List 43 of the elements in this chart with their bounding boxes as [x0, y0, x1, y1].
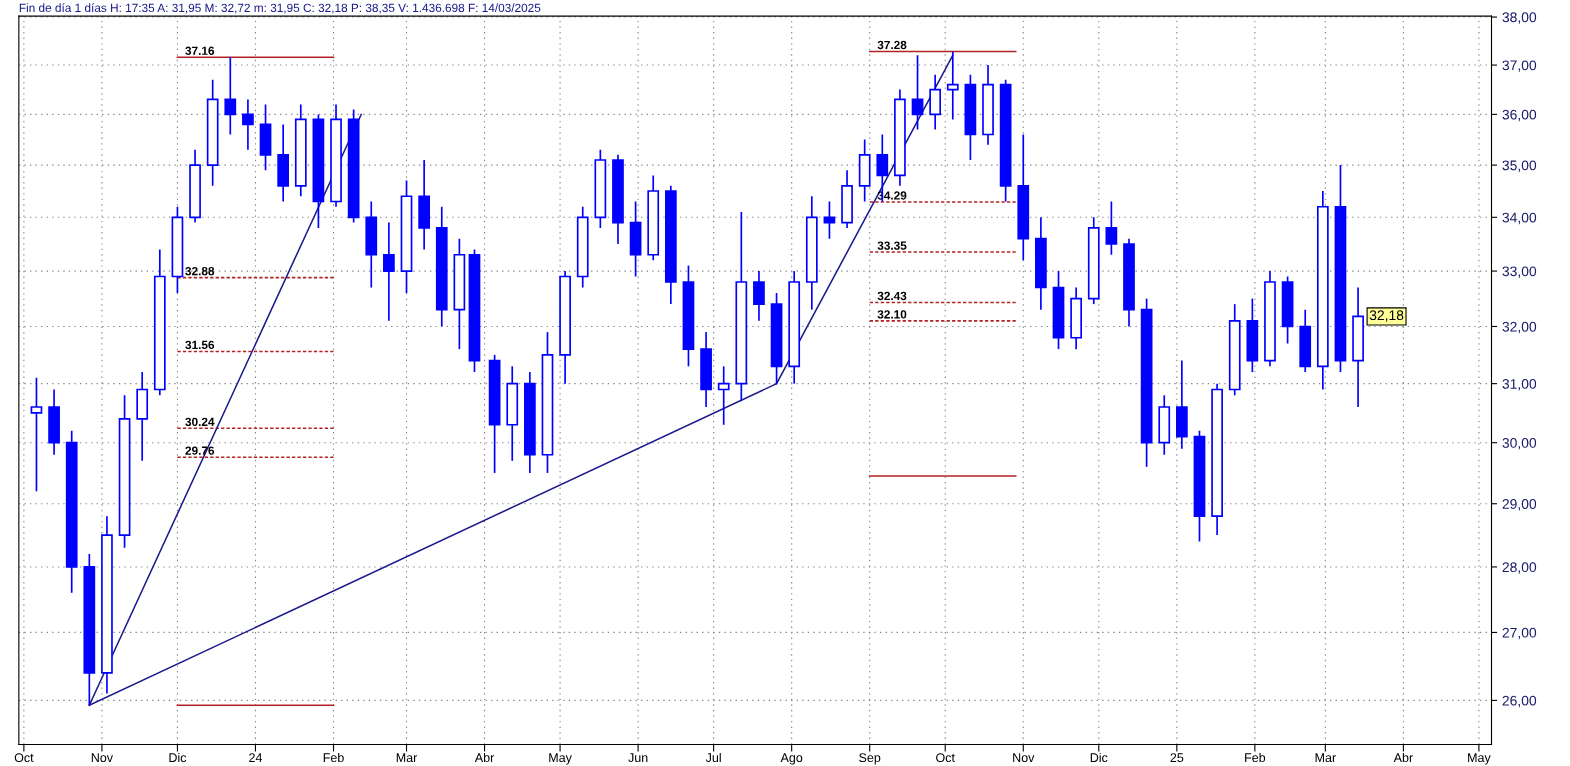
x-tick-label: 24 — [249, 753, 263, 762]
y-tick-label: 33,00 — [1502, 266, 1537, 278]
x-tick-label: Jul — [705, 752, 721, 763]
y-tick-label: 37,00 — [1502, 60, 1537, 72]
x-tick-label: Nov — [91, 753, 113, 763]
y-tick-label: 27,00 — [1502, 627, 1537, 640]
y-tick-label: 26,00 — [1502, 695, 1537, 708]
x-tick-label: Sep — [859, 753, 881, 765]
x-tick-label: Feb — [1245, 752, 1266, 763]
annotation: 37.16 — [185, 46, 215, 55]
x-tick-label: Mar — [1315, 753, 1336, 763]
annotation: 32.43 — [877, 291, 907, 301]
y-tick-label: 31,00 — [1502, 378, 1537, 391]
y-tick-label: 34,00 — [1502, 212, 1537, 225]
y-tick-label: 29,00 — [1502, 499, 1537, 511]
x-tick-label: May — [1468, 753, 1491, 765]
x-tick-label: Jun — [628, 753, 648, 763]
x-tick-label: Nov — [1013, 753, 1035, 763]
y-tick-label: 28,00 — [1502, 562, 1537, 574]
annotation: 32,18 — [1369, 310, 1404, 322]
x-tick-label: Feb — [323, 752, 344, 763]
y-tick-label: 38,00 — [1502, 12, 1537, 24]
x-tick-label: Oct — [14, 753, 34, 763]
annotation: 32.10 — [877, 310, 907, 319]
x-tick-label: 25 — [1170, 753, 1184, 763]
y-tick-label: 32,00 — [1502, 321, 1537, 334]
x-tick-label: May — [549, 753, 572, 765]
chart-title: Fin de día 1 días H: 17:35 A: 31,95 M: 32,72 m: 31,95 C: 32,18 P: 38,35 V: 1.436.698 F: 14/03/2025 — [19, 3, 541, 14]
annotation: 32.88 — [185, 266, 215, 276]
x-tick-label: Mar — [396, 753, 418, 763]
x-tick-label: Oct — [936, 753, 955, 763]
x-tick-label: Abr — [474, 752, 495, 763]
y-tick-label: 36,00 — [1502, 109, 1537, 122]
x-tick-label: Ago — [780, 753, 803, 765]
annotation: 33.35 — [877, 241, 907, 250]
x-tick-label: Abr — [1393, 752, 1413, 763]
x-tick-label: Dic — [169, 752, 187, 763]
annotation: 37.28 — [877, 40, 907, 50]
annotation: 31.56 — [185, 340, 215, 350]
annotation: 30.24 — [185, 417, 215, 427]
y-tick-label: 30,00 — [1502, 438, 1537, 450]
y-tick-label: 35,00 — [1502, 160, 1537, 172]
x-tick-label: Dic — [1090, 752, 1108, 763]
